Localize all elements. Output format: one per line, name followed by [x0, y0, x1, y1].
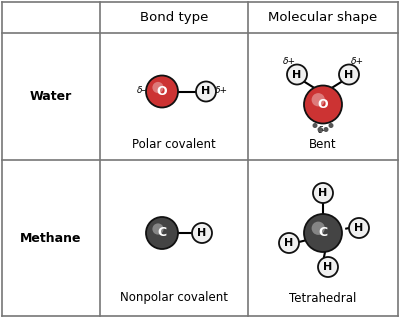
Text: Polar covalent: Polar covalent — [132, 137, 216, 150]
Circle shape — [343, 68, 350, 75]
Text: δ+: δ+ — [350, 57, 364, 66]
Text: δ–: δ– — [318, 126, 328, 135]
Circle shape — [312, 222, 325, 235]
Circle shape — [283, 237, 290, 244]
Text: δ+: δ+ — [214, 86, 228, 95]
Circle shape — [146, 75, 178, 107]
Circle shape — [318, 128, 322, 131]
Circle shape — [324, 128, 328, 131]
Circle shape — [304, 86, 342, 123]
Circle shape — [313, 124, 317, 127]
Circle shape — [291, 68, 298, 75]
Circle shape — [322, 261, 329, 268]
Circle shape — [317, 187, 324, 194]
Text: Bent: Bent — [309, 137, 337, 150]
Text: Bond type: Bond type — [140, 11, 208, 24]
Circle shape — [196, 81, 216, 101]
Circle shape — [279, 233, 299, 253]
Text: H: H — [292, 70, 302, 80]
Text: O: O — [157, 85, 167, 98]
Circle shape — [313, 183, 333, 203]
Text: Tetrahedral: Tetrahedral — [289, 292, 357, 305]
Circle shape — [200, 86, 207, 93]
Circle shape — [304, 214, 342, 252]
Circle shape — [196, 227, 203, 234]
Text: H: H — [323, 262, 333, 272]
Circle shape — [152, 82, 164, 93]
Text: O: O — [318, 98, 328, 111]
Text: C: C — [158, 226, 166, 239]
Text: H: H — [284, 238, 294, 248]
Circle shape — [329, 124, 333, 127]
Text: H: H — [318, 188, 328, 198]
Circle shape — [312, 93, 325, 107]
Circle shape — [287, 65, 307, 85]
Text: Molecular shape: Molecular shape — [268, 11, 378, 24]
Text: δ+: δ+ — [282, 57, 296, 66]
Circle shape — [318, 257, 338, 277]
Text: Water: Water — [30, 90, 72, 103]
Circle shape — [353, 222, 360, 229]
Text: δ–: δ– — [137, 86, 147, 95]
Text: H: H — [201, 86, 211, 96]
Circle shape — [339, 65, 359, 85]
Text: H: H — [197, 228, 207, 238]
Text: Methane: Methane — [20, 232, 82, 245]
Text: H: H — [344, 70, 354, 80]
Text: C: C — [318, 226, 328, 239]
Text: Nonpolar covalent: Nonpolar covalent — [120, 292, 228, 305]
Circle shape — [146, 217, 178, 249]
Text: H: H — [354, 223, 364, 233]
Circle shape — [152, 224, 164, 235]
Circle shape — [192, 223, 212, 243]
Circle shape — [349, 218, 369, 238]
